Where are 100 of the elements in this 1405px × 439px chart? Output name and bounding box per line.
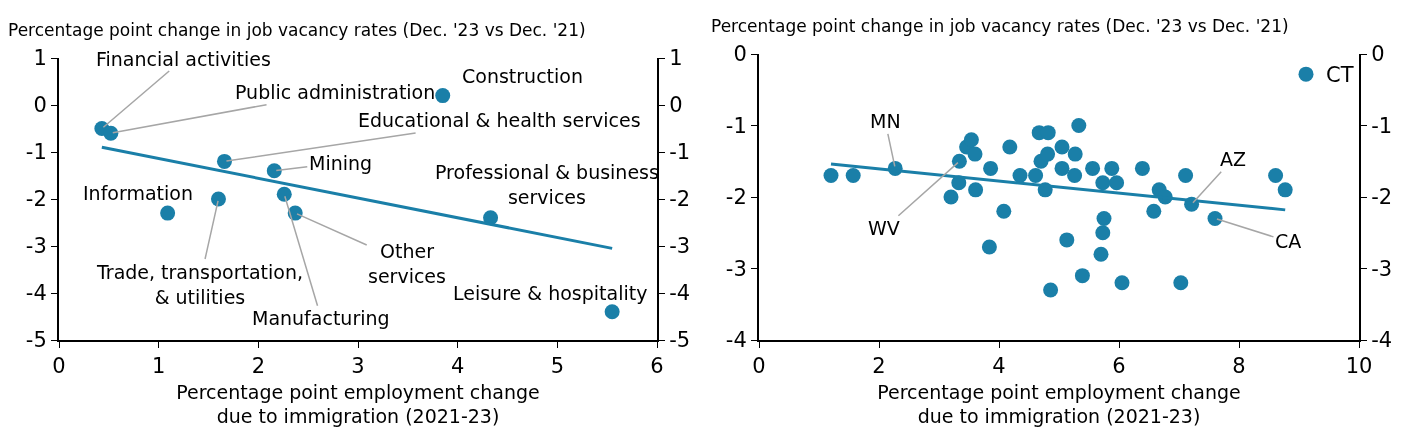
- x-tick-label: 1: [151, 354, 166, 379]
- point: [968, 182, 984, 198]
- point: [1095, 175, 1111, 191]
- y-tick-label: -1: [25, 140, 47, 165]
- y-tick-label: 0: [33, 93, 47, 118]
- annotation: Public administration: [235, 81, 436, 103]
- point: [963, 132, 979, 148]
- annotation: Educational & health services: [358, 109, 641, 131]
- y2-tick-label: -3: [1371, 256, 1393, 281]
- point: [1067, 146, 1083, 162]
- legend-label: CT: [1326, 63, 1354, 88]
- y2-tick-label: -1: [1371, 113, 1393, 138]
- annotation: Construction: [462, 65, 583, 87]
- y2-tick-label: -4: [1371, 328, 1393, 353]
- point: [1012, 168, 1028, 184]
- annotation: Manufacturing: [252, 307, 390, 329]
- y2-tick-label: 0: [669, 93, 683, 118]
- x-tick-label: 8: [1232, 354, 1246, 379]
- x-axis-title: Percentage point employment change due to immigration (2021-23): [877, 380, 1241, 428]
- point: [1043, 282, 1059, 298]
- point: [1002, 139, 1018, 155]
- point: [1071, 118, 1087, 133]
- annotation: Financial activities: [96, 48, 271, 70]
- annotation: Trade, transportation, & utilities: [96, 261, 303, 308]
- y2-tick-label: 0: [1371, 42, 1385, 67]
- point: [981, 239, 997, 255]
- point: [1207, 210, 1223, 226]
- y-tick-label: -2: [25, 187, 47, 212]
- y2-tick-label: -2: [1371, 185, 1393, 210]
- point: [1085, 160, 1101, 176]
- x-axis-title: Percentage point employment change due to immigration (2021-23): [176, 380, 540, 428]
- y2-tick-label: 1: [669, 46, 683, 71]
- point: [943, 189, 959, 205]
- point: [1146, 203, 1162, 219]
- x-tick-label: 0: [752, 354, 766, 379]
- point: [103, 125, 119, 141]
- y2-tick-label: -2: [669, 187, 691, 212]
- x-tick-label: 6: [650, 354, 664, 379]
- annotation: Mining: [309, 152, 373, 174]
- point: [1095, 225, 1111, 241]
- point: [1134, 160, 1150, 176]
- annotation: CA: [1275, 230, 1302, 252]
- y-axis-title: Percentage point change in job vacancy rates (Dec. '23 vs Dec. '21): [8, 20, 586, 40]
- point: [1059, 232, 1075, 248]
- x-tick-label: 10: [1345, 354, 1373, 379]
- y-tick-label: -3: [25, 234, 47, 259]
- annotation: Information: [83, 182, 193, 204]
- point: [1067, 168, 1083, 184]
- point: [823, 168, 839, 184]
- point: [1173, 275, 1189, 291]
- y-tick-label: -5: [25, 328, 47, 353]
- x-tick-label: 2: [251, 354, 266, 379]
- y-tick-label: -1: [725, 113, 747, 138]
- x-tick-label: 3: [351, 354, 365, 379]
- x-tick-label: 2: [872, 354, 886, 379]
- point: [1054, 160, 1070, 176]
- point: [983, 160, 999, 176]
- point: [845, 168, 861, 184]
- point: [951, 153, 967, 169]
- point: [1093, 246, 1109, 262]
- x-tick-label: 4: [450, 354, 465, 379]
- point: [276, 186, 292, 202]
- point: [1074, 268, 1090, 284]
- y-tick-label: -4: [25, 281, 47, 306]
- point: [266, 163, 282, 179]
- y-tick-label: -2: [725, 185, 747, 210]
- point: [1028, 168, 1044, 184]
- y-tick-label: -3: [725, 256, 747, 281]
- point: [1054, 139, 1070, 155]
- point: [435, 88, 451, 104]
- x-tick-label: 0: [52, 354, 66, 379]
- point: [1277, 182, 1293, 198]
- annotation: WV: [868, 217, 900, 239]
- y-tick-label: -4: [725, 328, 747, 353]
- point: [1104, 160, 1120, 176]
- point: [1109, 175, 1125, 191]
- point: [216, 153, 232, 169]
- y-tick-label: 0: [733, 42, 747, 67]
- point: [604, 304, 620, 320]
- point: [1040, 146, 1056, 162]
- y-axis-title: Percentage point change in job vacancy rates (Dec. '23 vs Dec. '21): [711, 16, 1289, 36]
- y2-tick-label: -4: [669, 281, 691, 306]
- point: [1096, 210, 1112, 226]
- point: [210, 191, 226, 207]
- x-tick-label: 6: [1112, 354, 1126, 379]
- point: [967, 146, 983, 162]
- y2-tick-label: -1: [669, 140, 691, 165]
- y2-tick-label: -5: [669, 328, 691, 353]
- x-tick-label: 4: [992, 354, 1006, 379]
- y-tick-label: 1: [33, 46, 47, 71]
- x-tick-label: 5: [550, 354, 565, 379]
- annotation: Other services: [368, 240, 446, 287]
- point: [1178, 168, 1194, 184]
- point: [1114, 275, 1130, 291]
- annotation: Leisure & hospitality: [453, 282, 648, 304]
- point: [996, 203, 1012, 219]
- point: [1268, 168, 1284, 184]
- point: [160, 205, 176, 221]
- y2-tick-label: -3: [669, 234, 691, 259]
- annotation: AZ: [1220, 148, 1247, 170]
